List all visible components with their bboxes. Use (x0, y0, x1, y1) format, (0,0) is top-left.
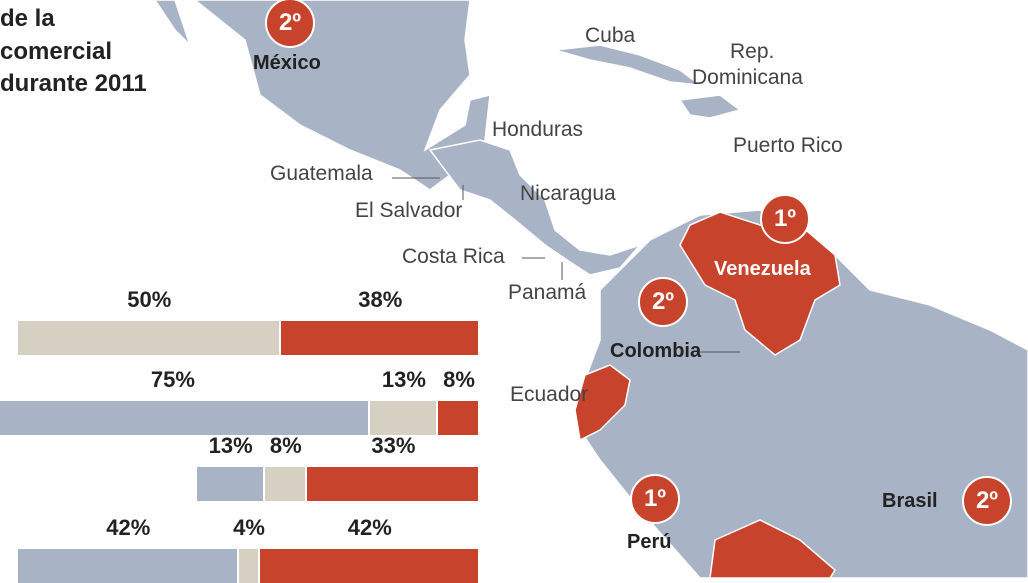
bar-value-label: 42% (106, 515, 151, 540)
label-costa-rica: Costa Rica (402, 245, 505, 268)
title-line-1: de la (0, 5, 55, 32)
bar-segment (369, 401, 436, 435)
label-dominicana: Dominicana (692, 66, 803, 89)
rank-badge-colombia: 2º (638, 277, 688, 327)
bar-segment (238, 549, 258, 583)
bar-segment (196, 467, 263, 501)
label-puerto-rico: Puerto Rico (733, 134, 843, 157)
bar-value-label: 50% (127, 287, 172, 312)
label-cuba: Cuba (585, 24, 636, 47)
hispaniola-shape (678, 94, 742, 119)
label-colombia: Colombia (610, 340, 702, 362)
title-line-2: comercial (0, 38, 113, 65)
label-rep-dom: Rep. (730, 40, 775, 63)
bar-segment (306, 467, 478, 501)
cuba-shape (554, 44, 703, 87)
label-el-salvador: El Salvador (355, 199, 463, 222)
rank-badge-venezuela: 1º (760, 194, 810, 244)
bar-value-label: 8% (269, 433, 302, 458)
bar-value-label: 13% (381, 367, 426, 392)
bar-value-label: 42% (347, 515, 392, 540)
mexico-shape (193, 0, 491, 191)
bar-segment (18, 321, 279, 355)
bar-value-label: 33% (371, 433, 416, 458)
bar-segment (259, 549, 478, 583)
bar-value-label: 8% (443, 367, 475, 392)
rank-badge-brasil: 2º (962, 476, 1012, 526)
bar-value-label: 4% (233, 515, 265, 540)
bolivia-shape (709, 519, 836, 578)
bar-value-label: 75% (150, 367, 195, 392)
rank-badge-peru: 1º (630, 474, 680, 524)
label-venezuela: Venezuela (714, 258, 811, 280)
rank-badge-mexico: 2º (265, 0, 315, 48)
bar-value-label: 13% (208, 433, 253, 458)
central-america-shape (428, 139, 643, 276)
label-ecuador: Ecuador (510, 383, 589, 406)
bar-segment (0, 401, 368, 435)
label-peru: Perú (627, 531, 672, 553)
label-honduras: Honduras (492, 118, 584, 141)
baja-shape (154, 0, 191, 46)
label-guatemala: Guatemala (270, 162, 373, 185)
title-line-3: durante 2011 (0, 70, 147, 97)
bar-value-label: 38% (358, 287, 403, 312)
label-panama: Panamá (508, 281, 587, 304)
label-nicaragua: Nicaragua (520, 182, 616, 205)
label-brasil: Brasil (882, 490, 938, 512)
label-mexico: México (253, 52, 321, 74)
ecuador-shape (574, 364, 631, 442)
bar-segment (264, 467, 305, 501)
bar-segment (280, 321, 478, 355)
bar-segment (18, 549, 237, 583)
bar-segment (438, 401, 478, 435)
